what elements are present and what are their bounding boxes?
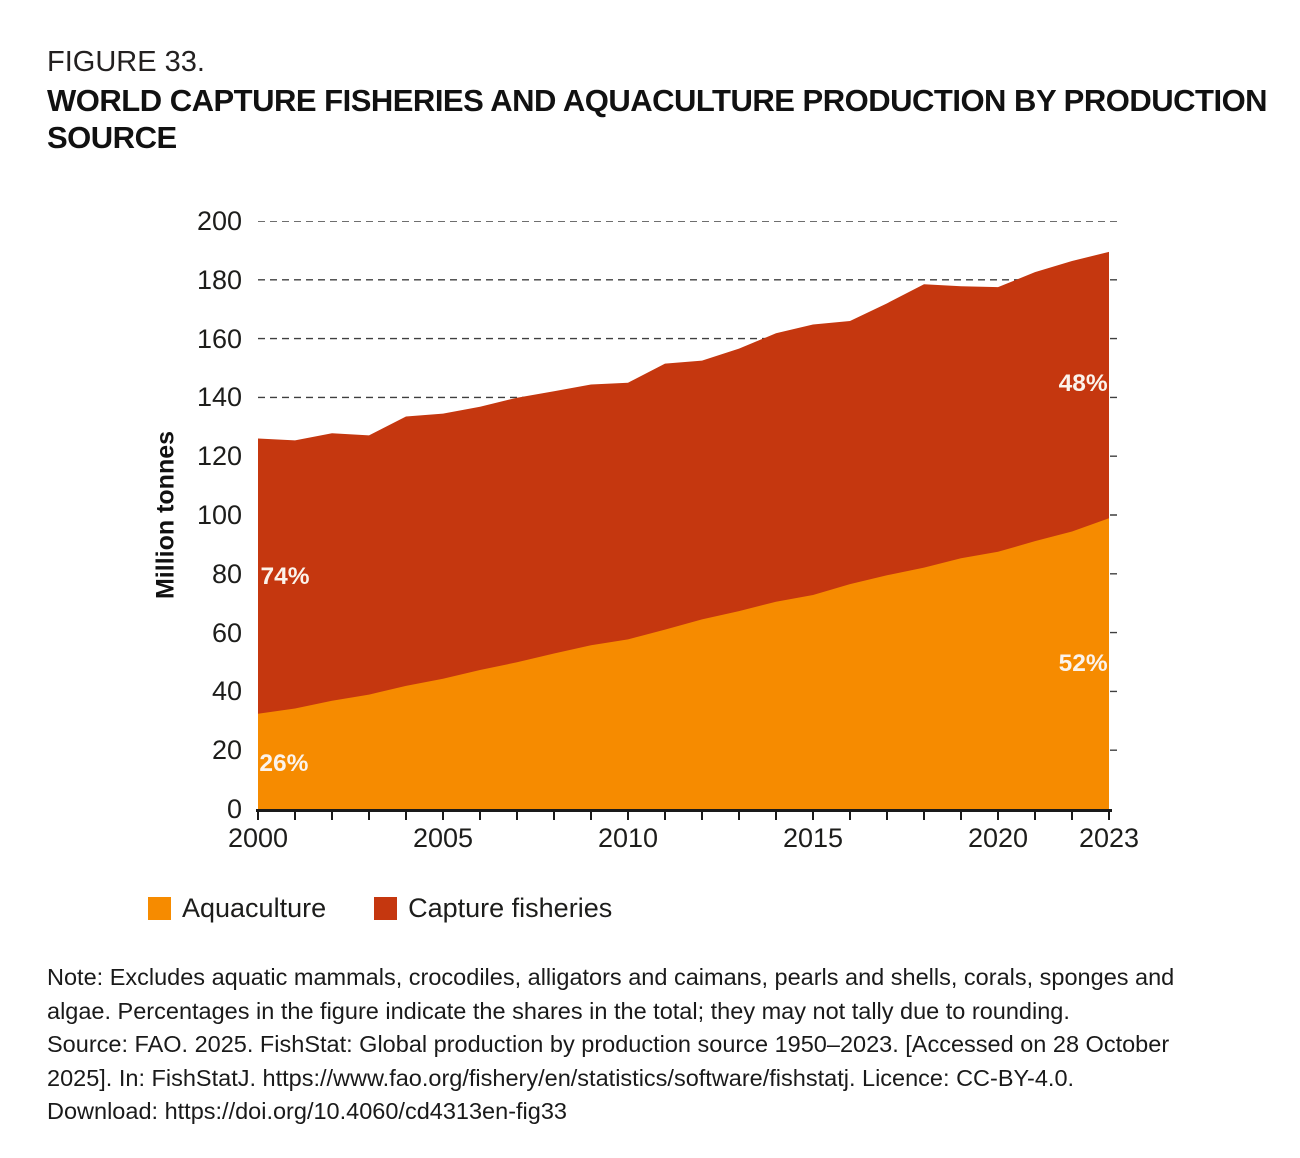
y-tick-label-80: 80 [211,558,242,589]
legend-item-aquaculture: Aquaculture [148,893,326,924]
x-tick-label-2015: 2015 [782,823,844,853]
plot-area [258,221,1117,809]
footnote-line-5: Download: https://doi.org/10.4060/cd4313… [47,1098,567,1124]
footnote-line-4: 2025]. In: FishStatJ. https://www.fao.or… [47,1064,1075,1091]
x-tick-2016 [849,812,851,820]
x-tick-label-2010: 2010 [597,823,659,853]
footnote-line-3: Source: FAO. 2025. FishStat: Global prod… [47,1031,1170,1057]
chart-legend: Aquaculture Capture fisheries [148,893,612,924]
y-tick-label-60: 60 [211,617,242,648]
x-tick-2002 [331,812,333,820]
x-tick-2012 [701,812,703,820]
x-tick-2013 [738,812,740,820]
x-tick-label-2023: 2023 [1078,823,1140,853]
figure-number: FIGURE 33. [47,46,205,78]
x-tick-2006 [479,812,481,820]
y-tick-label-20: 20 [211,735,242,766]
x-tick-2019 [960,812,962,820]
y-tick-label-140: 140 [196,382,242,413]
x-tick-2018 [923,812,925,820]
legend-item-capture-fisheries: Capture fisheries [374,893,612,924]
x-tick-2011 [664,812,666,820]
x-tick-label-2005: 2005 [412,823,474,853]
x-tick-2023 [1108,812,1110,820]
figure-title-line-2: SOURCE [47,120,177,155]
x-tick-2004 [405,812,407,820]
footnote-line-1: Note: Excludes aquatic mammals, crocodil… [47,964,1175,990]
x-tick-2001 [294,812,296,820]
y-tick-label-180: 180 [196,264,242,295]
x-tick-2022 [1071,812,1073,820]
footnote: Note: Excludes aquatic mammals, crocodil… [47,961,1174,1129]
legend-swatch [148,897,171,920]
share-label-74pct: 74% [260,562,310,590]
share-label-52pct: 52% [1058,650,1108,678]
figure-title: WORLD CAPTURE FISHERIES AND AQUACULTURE … [47,82,1268,156]
y-tick-label-0: 0 [226,794,242,824]
legend-label: Capture fisheries [408,893,613,923]
x-tick-2014 [775,812,777,820]
share-label-26pct: 26% [259,750,309,778]
x-tick-label-2000: 2000 [227,823,289,853]
x-tick-label-2020: 2020 [967,823,1029,853]
y-tick-label-40: 40 [211,676,242,707]
x-tick-2003 [368,812,370,820]
x-tick-2009 [590,812,592,820]
x-axis-line [256,809,1112,812]
legend-label: Aquaculture [182,893,327,923]
x-tick-2021 [1034,812,1036,820]
stacked-area-chart: Million tonnes 2000 2005 2010 2015 2020 2023 0… [152,206,1140,853]
x-tick-2008 [553,812,555,820]
share-label-48pct: 48% [1058,369,1108,397]
x-tick-2005 [442,812,444,820]
legend-swatch [374,897,398,920]
y-tick-label-120: 120 [196,441,242,472]
y-tick-label-100: 100 [196,500,242,530]
x-tick-2015 [812,812,814,820]
area-aquaculture [258,518,1109,809]
x-tick-2010 [627,812,629,820]
x-tick-2000 [257,812,259,820]
x-tick-2007 [516,812,518,820]
footnote-line-2: algae. Percentages in the figure indicat… [47,997,1070,1024]
figure-title-line-1: WORLD CAPTURE FISHERIES AND AQUACULTURE … [47,83,1268,118]
x-tick-2017 [886,812,888,820]
y-tick-label-160: 160 [196,323,242,354]
x-tick-2020 [997,812,999,820]
y-tick-label-200: 200 [196,206,242,236]
